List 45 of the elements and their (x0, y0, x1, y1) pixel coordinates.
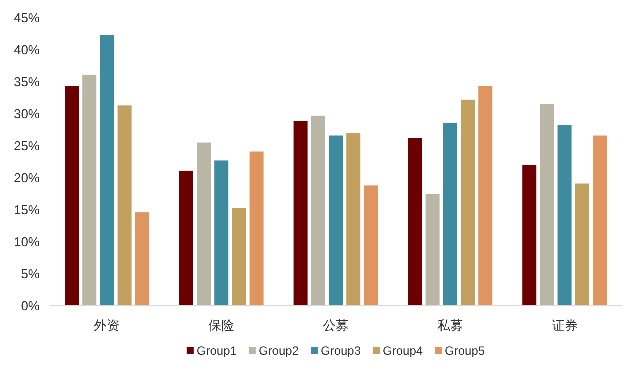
bar (197, 142, 211, 306)
bar (100, 35, 114, 306)
bar (575, 184, 590, 306)
bar (179, 170, 194, 306)
x-tick-label: 公募 (323, 318, 349, 333)
x-tick-label: 私募 (437, 318, 464, 333)
y-tick-label: 20% (14, 170, 40, 186)
y-tick-label: 45% (14, 10, 40, 26)
x-tick-label: 证券 (552, 318, 578, 333)
legend-label: Group3 (320, 344, 362, 358)
y-tick-label: 0% (21, 298, 40, 314)
bar (118, 106, 132, 306)
y-tick-label: 15% (14, 202, 40, 218)
bar (426, 194, 440, 306)
y-tick-label: 40% (14, 42, 40, 58)
bar (478, 86, 493, 306)
bar (250, 152, 264, 306)
bar (522, 165, 537, 306)
legend-label: Group1 (196, 344, 238, 358)
y-tick-label: 5% (21, 266, 40, 282)
bar (443, 122, 458, 306)
bar (364, 186, 378, 306)
bar (82, 74, 97, 306)
y-tick-label: 30% (14, 106, 40, 122)
y-tick-label: 10% (14, 234, 40, 250)
bar (558, 126, 572, 306)
bar (135, 212, 150, 306)
bar (232, 208, 246, 306)
y-tick-label: 35% (14, 74, 40, 90)
y-tick-label: 25% (14, 138, 40, 154)
legend-label: Group4 (383, 344, 424, 358)
bar (540, 104, 554, 306)
bar (329, 136, 343, 306)
bar (461, 100, 475, 306)
bar (593, 136, 607, 306)
x-tick-label: 保险 (208, 318, 235, 333)
x-tick-label: 外资 (94, 318, 120, 333)
bar (65, 86, 79, 306)
legend-label: Group5 (445, 344, 486, 358)
bar (311, 116, 326, 306)
bar (346, 133, 361, 306)
bar (214, 160, 229, 306)
legend-label: Group2 (258, 344, 300, 358)
bar (294, 121, 308, 306)
bar (408, 138, 422, 306)
